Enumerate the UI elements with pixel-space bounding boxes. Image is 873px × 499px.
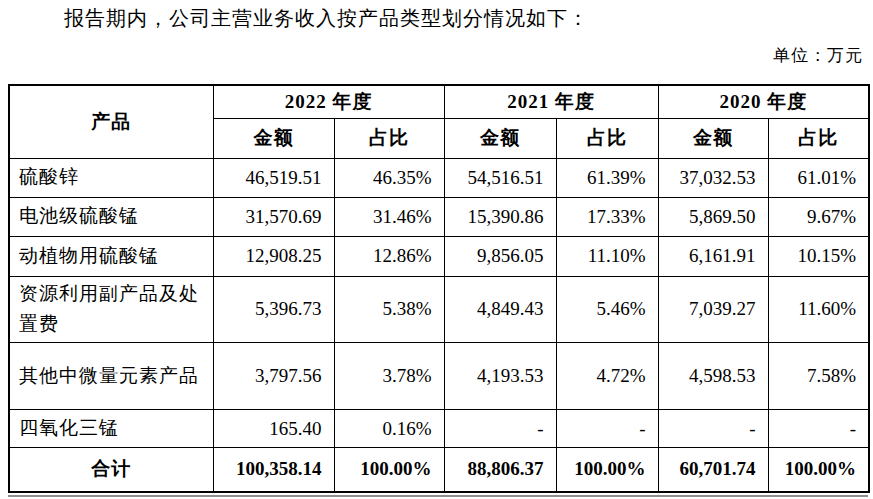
year-header-row: 产品 2022 年度 2021 年度 2020 年度 — [9, 85, 869, 118]
amount-cell: 100,358.14 — [213, 448, 334, 492]
amount-header-2020: 金额 — [658, 118, 768, 158]
ratio-cell: 100.00% — [556, 448, 658, 492]
ratio-cell: 17.33% — [556, 197, 658, 236]
ratio-cell: 11.60% — [768, 276, 869, 343]
product-cell: 电池级硫酸锰 — [9, 197, 213, 236]
ratio-cell: 5.38% — [334, 276, 444, 343]
amount-cell: 31,570.69 — [213, 197, 334, 236]
amount-cell: 7,039.27 — [658, 276, 768, 343]
amount-cell: 4,598.53 — [658, 343, 768, 410]
ratio-cell: 4.72% — [556, 343, 658, 410]
amount-cell: - — [658, 410, 768, 448]
ratio-cell: 100.00% — [334, 448, 444, 492]
amount-cell: 6,161.91 — [658, 236, 768, 276]
year-header-2020: 2020 年度 — [658, 85, 869, 118]
amount-cell: 54,516.51 — [444, 158, 556, 197]
ratio-cell: 11.10% — [556, 236, 658, 276]
ratio-cell: 0.16% — [334, 410, 444, 448]
ratio-cell: 46.35% — [334, 158, 444, 197]
total-label-cell: 合计 — [9, 448, 213, 492]
amount-cell: 15,390.86 — [444, 197, 556, 236]
product-cell: 动植物用硫酸锰 — [9, 236, 213, 276]
total-row: 合计 100,358.14 100.00% 88,806.37 100.00% … — [9, 448, 869, 492]
table-row: 动植物用硫酸锰 12,908.25 12.86% 9,856.05 11.10%… — [9, 236, 869, 276]
amount-cell: 3,797.56 — [213, 343, 334, 410]
amount-cell: - — [444, 410, 556, 448]
ratio-cell: 61.01% — [768, 158, 869, 197]
amount-cell: 165.40 — [213, 410, 334, 448]
product-cell: 四氧化三锰 — [9, 410, 213, 448]
ratio-header-2020: 占比 — [768, 118, 869, 158]
product-column-header: 产品 — [9, 85, 213, 158]
ratio-cell: - — [768, 410, 869, 448]
amount-cell: 5,869.50 — [658, 197, 768, 236]
year-header-2021: 2021 年度 — [444, 85, 658, 118]
amount-cell: 88,806.37 — [444, 448, 556, 492]
ratio-cell: 100.00% — [768, 448, 869, 492]
table-row: 电池级硫酸锰 31,570.69 31.46% 15,390.86 17.33%… — [9, 197, 869, 236]
ratio-cell: - — [556, 410, 658, 448]
year-header-2022: 2022 年度 — [213, 85, 444, 118]
revenue-by-product-table: 产品 2022 年度 2021 年度 2020 年度 金额 占比 金额 占比 金… — [8, 84, 870, 493]
bottom-divider — [8, 495, 868, 497]
ratio-cell: 31.46% — [334, 197, 444, 236]
product-cell: 硫酸锌 — [9, 158, 213, 197]
ratio-cell: 9.67% — [768, 197, 869, 236]
amount-cell: 12,908.25 — [213, 236, 334, 276]
amount-cell: 9,856.05 — [444, 236, 556, 276]
amount-cell: 60,701.74 — [658, 448, 768, 492]
amount-cell: 5,396.73 — [213, 276, 334, 343]
ratio-cell: 12.86% — [334, 236, 444, 276]
amount-cell: 46,519.51 — [213, 158, 334, 197]
intro-text: 报告期内，公司主营业务收入按产品类型划分情况如下： — [8, 5, 865, 32]
ratio-cell: 61.39% — [556, 158, 658, 197]
amount-cell: 37,032.53 — [658, 158, 768, 197]
amount-cell: 4,193.53 — [444, 343, 556, 410]
amount-cell: 4,849.43 — [444, 276, 556, 343]
ratio-cell: 5.46% — [556, 276, 658, 343]
ratio-cell: 7.58% — [768, 343, 869, 410]
ratio-cell: 10.15% — [768, 236, 869, 276]
table-row: 资源利用副产品及处置费 5,396.73 5.38% 4,849.43 5.46… — [9, 276, 869, 343]
amount-header-2021: 金额 — [444, 118, 556, 158]
table-row: 其他中微量元素产品 3,797.56 3.78% 4,193.53 4.72% … — [9, 343, 869, 410]
ratio-header-2021: 占比 — [556, 118, 658, 158]
product-cell: 资源利用副产品及处置费 — [9, 276, 213, 343]
table-row: 硫酸锌 46,519.51 46.35% 54,516.51 61.39% 37… — [9, 158, 869, 197]
unit-label: 单位：万元 — [773, 44, 863, 67]
ratio-cell: 3.78% — [334, 343, 444, 410]
table-row: 四氧化三锰 165.40 0.16% - - - - — [9, 410, 869, 448]
product-cell: 其他中微量元素产品 — [9, 343, 213, 410]
ratio-header-2022: 占比 — [334, 118, 444, 158]
amount-header-2022: 金额 — [213, 118, 334, 158]
